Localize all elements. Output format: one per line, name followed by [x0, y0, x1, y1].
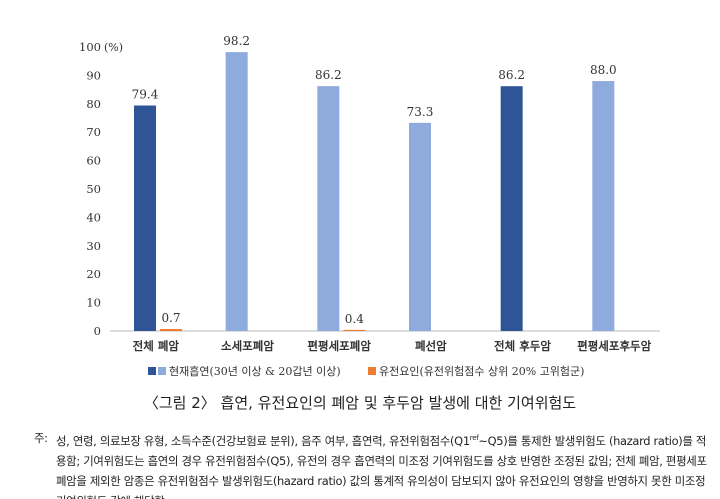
y-tick-label: 10	[86, 296, 101, 310]
y-tick-label: 20	[86, 267, 101, 281]
note-label: 주:	[34, 431, 48, 445]
data-label-smoking: 73.3	[407, 105, 434, 119]
figure-caption: 〈그림 2〉 흡연, 유전요인의 폐암 및 후두암 발생에 대한 기여위험도	[143, 394, 577, 412]
bar-smoking	[317, 86, 340, 331]
x-tick-label: 전체 후두암	[494, 339, 551, 353]
y-tick-label: 80	[86, 97, 101, 111]
y-axis-unit: (%)	[104, 41, 123, 54]
x-tick-label: 편평세포폐암	[307, 339, 371, 353]
note-sup: ref	[469, 434, 479, 442]
x-tick-label: 폐선암	[415, 339, 447, 353]
y-tick-label: 30	[86, 239, 101, 253]
bar-smoking	[409, 122, 431, 331]
data-label-smoking: 86.2	[315, 68, 342, 82]
figure-note: 주: 성, 연령, 의료보장 유형, 소득수준(건강보험료 분위), 음주 여부…	[34, 428, 710, 499]
bar-smoking	[225, 52, 248, 331]
legend-swatch-light	[158, 367, 166, 375]
data-label-smoking: 88.0	[590, 63, 617, 77]
x-tick-label: 편평세포후두암	[577, 339, 651, 353]
bar-smoking	[592, 81, 615, 331]
bar-smoking	[134, 105, 156, 331]
data-label-smoking: 79.4	[132, 88, 159, 102]
y-tick-label: 0	[94, 324, 101, 338]
note-text-b: ~Q5)를 통제한 발생위험도 (hazard ratio)를 적용함; 기여위…	[56, 433, 707, 499]
note-text-a: 성, 연령, 의료보장 유형, 소득수준(건강보험료 분위), 음주 여부, 흡…	[56, 433, 470, 448]
x-tick-label: 전체 폐암	[133, 339, 180, 353]
y-tick-label: 60	[86, 154, 101, 168]
legend-swatch-dark	[148, 367, 156, 375]
y-tick-label: 100	[79, 40, 101, 54]
bar-chart: 0 10 20 30 40 50 60 70 80 90 100 (%) 79.4 0.7 98.2 86.…	[79, 34, 660, 378]
y-tick-label: 40	[86, 210, 101, 224]
legend-label-smoking: 현재흡연(30년 이상 & 20갑년 이상)	[169, 364, 341, 378]
x-tick-label: 소세포폐암	[221, 339, 274, 353]
legend: 현재흡연(30년 이상 & 20갑년 이상) 유전요인(유전위험점수 상위 20…	[148, 364, 584, 378]
data-label-genetic: 0.7	[161, 311, 180, 325]
bar-genetic	[343, 329, 366, 331]
legend-swatch-orange	[368, 367, 376, 375]
legend-label-genetic: 유전요인(유전위험점수 상위 20% 고위험군)	[379, 365, 584, 378]
data-label-smoking: 86.2	[498, 68, 525, 82]
bar-genetic	[160, 329, 182, 331]
y-tick-label: 50	[86, 182, 101, 196]
y-tick-label: 70	[86, 125, 101, 139]
y-tick-label: 90	[86, 68, 101, 82]
data-label-genetic: 0.4	[345, 312, 364, 326]
note-text: 성, 연령, 의료보장 유형, 소득수준(건강보험료 분위), 음주 여부, 흡…	[56, 428, 710, 499]
bar-smoking	[500, 86, 523, 331]
data-label-smoking: 98.2	[223, 34, 250, 48]
